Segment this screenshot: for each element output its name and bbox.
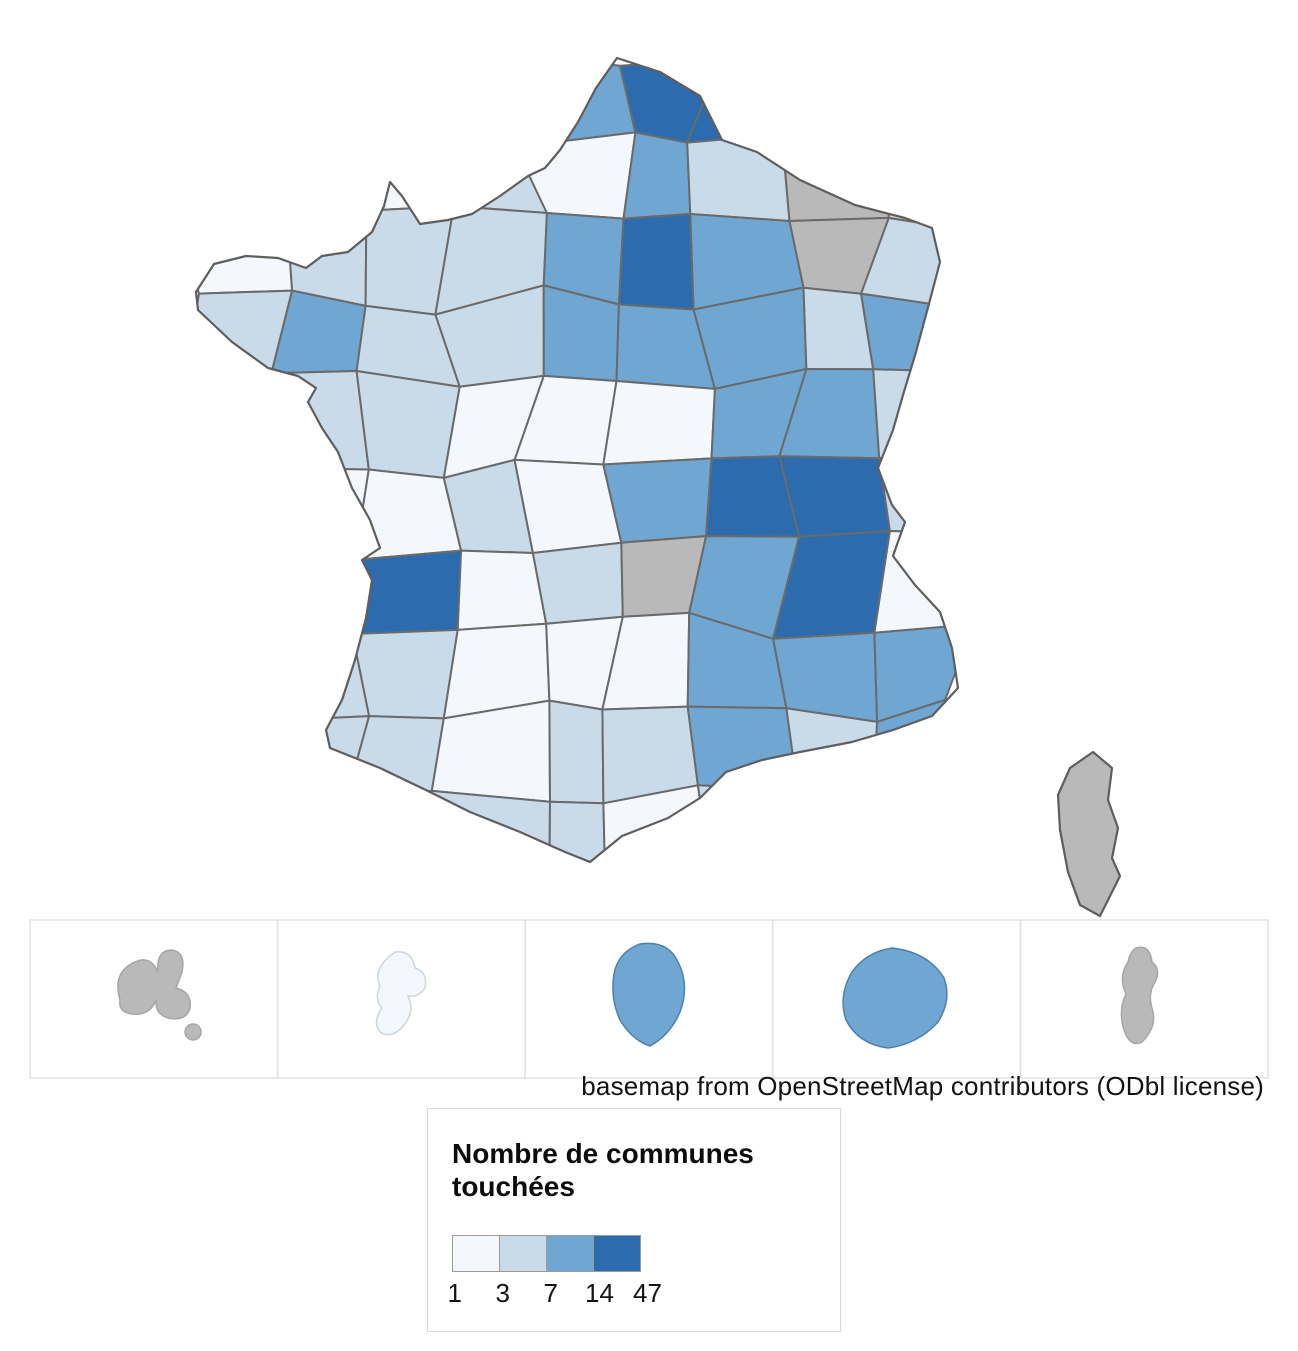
department-cell[interactable] [175, 621, 289, 721]
department-cell[interactable] [686, 705, 799, 792]
department-cell[interactable] [622, 131, 692, 220]
legend-break-label: 14 [584, 1278, 614, 1309]
legend-swatches [452, 1235, 840, 1273]
department-cell[interactable] [778, 455, 891, 538]
department-cell[interactable] [602, 380, 716, 466]
legend-title: Nombre de communes touchées [452, 1138, 754, 1203]
department-cell[interactable] [258, 55, 373, 152]
department-cell[interactable] [175, 704, 289, 779]
department-cell[interactable] [796, 784, 892, 867]
department-cell[interactable] [514, 56, 637, 148]
departments-layer [174, 43, 976, 886]
department-cell[interactable] [268, 467, 370, 561]
department-cell[interactable] [686, 58, 805, 144]
france-choropleth-map [29, 43, 1269, 1079]
department-cell[interactable] [873, 530, 974, 634]
department-cell[interactable] [275, 776, 369, 880]
department-cell[interactable] [456, 549, 548, 631]
department-cell[interactable] [885, 58, 976, 133]
department-cell[interactable] [872, 368, 958, 460]
department-cell[interactable] [195, 43, 263, 139]
inset-martinique[interactable] [375, 951, 427, 1036]
inset-guadeloupe[interactable] [117, 949, 202, 1041]
overseas-inset-frames [29, 919, 1269, 1079]
guadeloupe-islet-shape[interactable] [184, 1023, 202, 1041]
department-cell[interactable] [351, 628, 459, 720]
department-cell[interactable] [887, 123, 968, 232]
department-cell[interactable] [189, 530, 279, 633]
department-cell[interactable] [696, 784, 806, 886]
department-cell[interactable] [450, 56, 544, 148]
department-cell[interactable] [878, 451, 974, 535]
department-cell[interactable] [355, 370, 461, 479]
department-cell[interactable] [355, 61, 457, 152]
france-outline [194, 56, 960, 864]
legend-break-labels: 1 3 7 14 47 [447, 1278, 712, 1312]
attribution-caption: basemap from OpenStreetMap contributors … [581, 1071, 1264, 1101]
department-cell[interactable] [345, 789, 440, 879]
department-cell[interactable] [270, 530, 356, 635]
department-cell[interactable] [351, 549, 463, 635]
department-cell[interactable] [780, 130, 890, 222]
department-cell[interactable] [548, 800, 607, 881]
legend-swatch [499, 1235, 547, 1273]
inset-reunion[interactable] [842, 947, 948, 1049]
department-cell[interactable] [531, 541, 624, 625]
inset-guyane[interactable] [612, 942, 686, 1047]
department-cell[interactable] [873, 778, 962, 884]
department-cell[interactable] [178, 217, 294, 295]
corsica-shape[interactable] [1056, 750, 1122, 918]
department-cell[interactable] [785, 707, 879, 792]
legend-break-label: 1 [447, 1278, 462, 1309]
legend-break-label: 3 [495, 1278, 510, 1309]
department-cell[interactable] [860, 292, 969, 373]
legend-swatch [593, 1235, 641, 1273]
guadeloupe-shape[interactable] [117, 949, 191, 1020]
department-cell[interactable] [430, 789, 551, 879]
legend-break-label: 47 [632, 1278, 662, 1309]
inset-mayotte[interactable] [1120, 946, 1159, 1045]
department-cell[interactable] [602, 457, 713, 544]
department-cell[interactable] [277, 630, 371, 721]
department-cell[interactable] [182, 456, 273, 538]
legend-swatch [452, 1235, 500, 1273]
department-cell[interactable] [174, 776, 284, 878]
department-cell[interactable] [258, 136, 368, 223]
department-cell[interactable] [548, 699, 605, 805]
legend-box: Nombre de communes touchées 1 3 7 14 47 [427, 1108, 841, 1332]
legend-break-label: 7 [543, 1278, 558, 1309]
department-cell[interactable] [617, 213, 695, 311]
overseas-inset-frame [1019, 919, 1269, 1079]
legend-swatch [546, 1235, 594, 1273]
department-cell[interactable] [780, 58, 890, 136]
department-cell[interactable] [355, 134, 457, 212]
department-cell[interactable] [686, 133, 791, 222]
department-cell[interactable] [182, 372, 273, 470]
department-cell[interactable] [178, 122, 289, 223]
